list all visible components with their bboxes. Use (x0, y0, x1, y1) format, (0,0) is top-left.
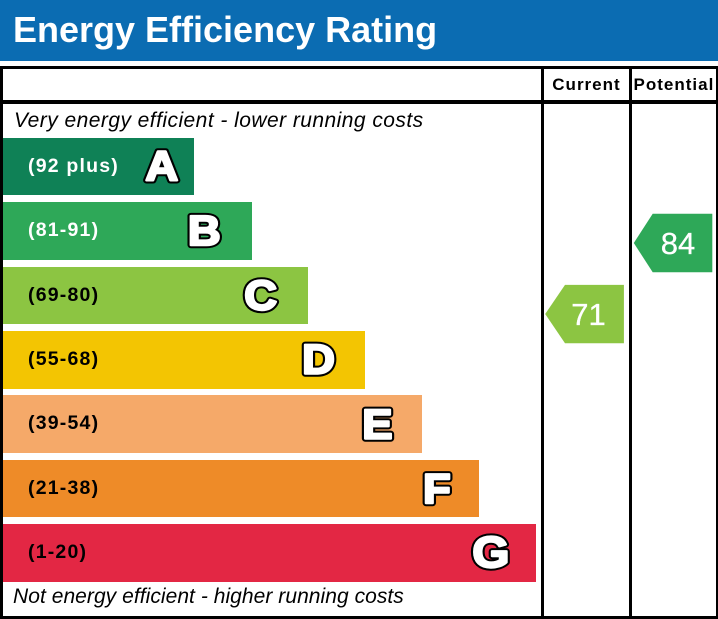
svg-text:84: 84 (661, 226, 695, 261)
svg-text:E: E (362, 401, 392, 448)
svg-text:A: A (145, 143, 178, 190)
svg-text:F: F (423, 465, 451, 512)
svg-text:B: B (188, 208, 221, 255)
svg-text:71: 71 (571, 297, 605, 332)
svg-text:C: C (244, 272, 277, 319)
svg-text:G: G (472, 528, 509, 577)
svg-text:G: G (472, 528, 509, 577)
svg-text:A: A (145, 143, 178, 190)
svg-text:D: D (302, 336, 335, 383)
svg-text:C: C (244, 272, 277, 319)
svg-text:B: B (188, 208, 221, 255)
svg-text:E: E (362, 401, 392, 448)
svg-text:D: D (302, 336, 335, 383)
svg-text:F: F (423, 465, 451, 512)
